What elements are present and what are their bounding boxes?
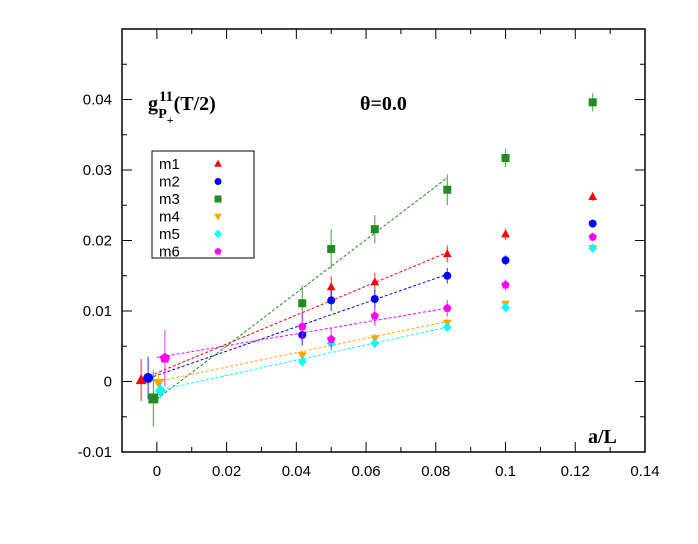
x-axis-label: a/L <box>588 426 617 448</box>
point-m1 <box>501 229 510 238</box>
legend-marker-m4 <box>214 213 222 221</box>
point-m5 <box>588 243 598 254</box>
fit-line-m4 <box>156 321 448 382</box>
y-tick-label: 0.03 <box>83 162 112 179</box>
point-m4 <box>153 378 165 389</box>
point-m3 <box>327 244 336 253</box>
point-m5 <box>442 322 452 333</box>
point-m6 <box>443 303 452 312</box>
point-m6 <box>298 322 307 331</box>
legend-label-m5: m5 <box>159 226 180 243</box>
legend-label-m6: m6 <box>159 244 180 261</box>
x-tick-label: 0.1 <box>495 463 516 480</box>
y-tick-label: -0.01 <box>78 444 112 461</box>
x-tick-label: 0.04 <box>282 463 311 480</box>
legend-label-m4: m4 <box>159 209 180 226</box>
point-m3 <box>148 393 159 404</box>
point-m6 <box>501 280 510 289</box>
legend-label-m2: m2 <box>159 174 180 191</box>
point-m3 <box>370 225 379 234</box>
point-m2 <box>443 271 452 280</box>
point-m3 <box>501 154 510 163</box>
x-tick-label: 0.02 <box>212 463 241 480</box>
legend-label-m3: m3 <box>159 191 180 208</box>
y-tick-label: 0.01 <box>83 303 112 320</box>
y-tick-label: 0 <box>104 374 112 391</box>
point-m2 <box>370 295 379 304</box>
point-m6 <box>588 232 597 241</box>
x-tick-label: 0.14 <box>630 463 659 480</box>
point-m1 <box>442 249 452 258</box>
legend-marker-m5 <box>214 229 222 239</box>
point-m1 <box>326 282 336 291</box>
x-tick-label: 0.12 <box>561 463 590 480</box>
legend-marker-m1 <box>214 159 222 167</box>
point-m1 <box>135 374 147 385</box>
chart-title: g11 P+(T/2) <box>148 89 216 127</box>
point-m2 <box>588 219 597 228</box>
legend-box <box>151 150 255 259</box>
legend-label-m1: m1 <box>159 156 180 173</box>
point-m5 <box>154 384 166 397</box>
point-m1 <box>588 191 598 200</box>
point-m5 <box>501 302 510 313</box>
point-m5 <box>370 338 380 349</box>
point-m2 <box>501 256 510 265</box>
point-m4 <box>297 352 307 361</box>
theta-annotation: θ=0.0 <box>360 93 407 115</box>
point-m5 <box>297 356 307 367</box>
point-m3 <box>443 185 452 194</box>
legend-marker-m2 <box>214 178 222 185</box>
x-tick-label: 0.08 <box>421 463 450 480</box>
data-points <box>135 93 598 427</box>
legend-marker-m6 <box>214 247 222 255</box>
y-tick-label: 0.04 <box>83 92 112 109</box>
x-tick-label: 0.06 <box>351 463 380 480</box>
point-m2 <box>143 372 154 383</box>
point-m1 <box>370 277 380 286</box>
point-m6 <box>370 311 379 320</box>
point-m3 <box>588 98 597 107</box>
y-tick-label: 0.02 <box>83 233 112 250</box>
point-m3 <box>298 299 307 308</box>
legend-marker-m3 <box>214 195 222 203</box>
fit-line-m5 <box>156 326 448 392</box>
axes: 0 0.02 0.04 0.06 0.08 0.1 0.12 0.14 -0.01 0 0.01 0.… <box>78 28 660 480</box>
point-m6 <box>159 352 171 363</box>
point-m2 <box>327 296 336 305</box>
x-tick-label: 0 <box>153 463 161 480</box>
fit-line-m1 <box>149 252 448 377</box>
point-m6 <box>327 334 336 343</box>
